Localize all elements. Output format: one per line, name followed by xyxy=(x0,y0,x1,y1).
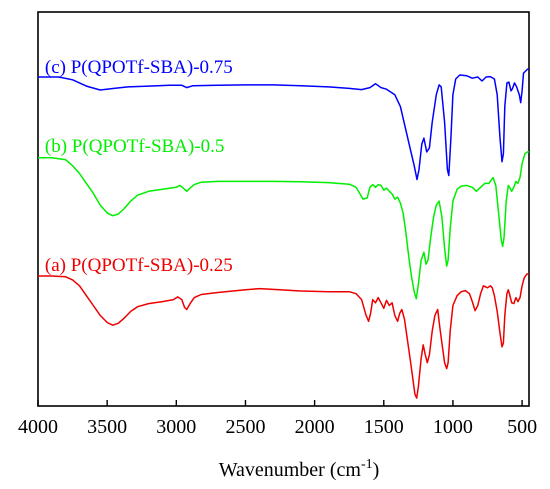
x-axis-ticks xyxy=(37,400,523,406)
x-axis-label-tail: ) xyxy=(373,459,380,481)
x-tick-label-1500: 1500 xyxy=(364,416,404,438)
series-line-2 xyxy=(38,273,529,399)
series-label-2: (a) P(QPOTf-SBA)-0.25 xyxy=(45,255,233,276)
x-tick-label-3500: 3500 xyxy=(87,416,127,438)
series-line-1 xyxy=(38,151,529,300)
x-axis-label-sup: -1 xyxy=(361,457,373,472)
x-axis-label: Wavenumber (cm-1) xyxy=(219,457,380,481)
plot-frame xyxy=(37,11,530,407)
series-label-1: (b) P(QPOTf-SBA)-0.5 xyxy=(45,136,224,157)
series-lines xyxy=(38,68,529,399)
x-tick-label-2000: 2000 xyxy=(295,416,335,438)
x-tick-label-1000: 1000 xyxy=(433,416,473,438)
series-line-0 xyxy=(38,68,529,181)
series-label-0: (c) P(QPOTf-SBA)-0.75 xyxy=(45,57,233,78)
series-labels: (c) P(QPOTf-SBA)-0.75 (b) P(QPOTf-SBA)-0.… xyxy=(45,57,233,276)
x-tick-label-2500: 2500 xyxy=(225,416,265,438)
x-axis-tick-labels: 4000 3500 3000 2500 2000 1500 1000 500 xyxy=(18,416,537,438)
x-axis-label-main: Wavenumber (cm xyxy=(219,459,362,481)
x-tick-label-500: 500 xyxy=(507,416,537,438)
x-tick-label-3000: 3000 xyxy=(156,416,196,438)
x-tick-label-4000: 4000 xyxy=(18,416,58,438)
